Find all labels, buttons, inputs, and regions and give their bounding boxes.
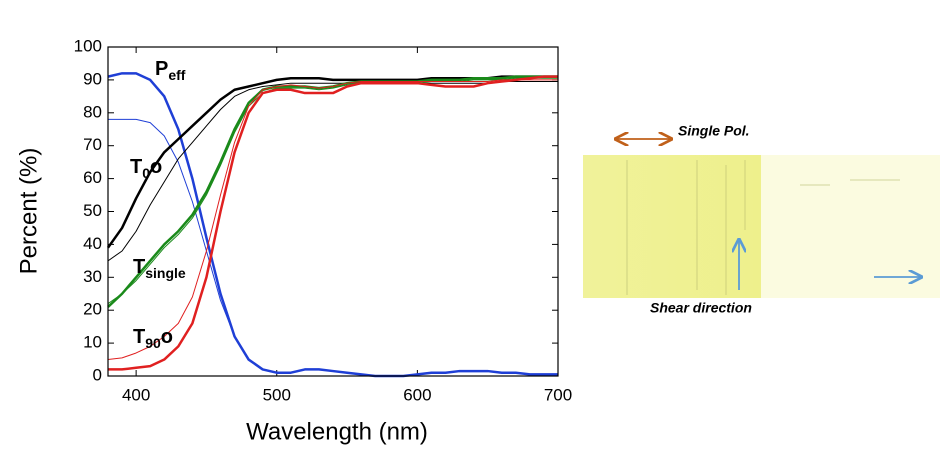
annotation-sub: 90 xyxy=(145,335,161,351)
y-tick-label: 40 xyxy=(83,234,102,253)
x-tick-label: 400 xyxy=(122,385,150,404)
annotation-text: T xyxy=(133,256,145,278)
series-line xyxy=(106,75,558,249)
series-annotation: Tsingle xyxy=(133,256,186,280)
series-line xyxy=(107,72,558,378)
series-annotation: T90o xyxy=(133,326,173,350)
series-line xyxy=(108,75,558,371)
annotation-text: P xyxy=(155,58,168,80)
x-tick-label: 700 xyxy=(544,385,572,404)
y-tick-label: 100 xyxy=(74,36,102,55)
y-tick-label: 80 xyxy=(83,102,102,121)
series-line xyxy=(107,77,558,305)
series-line xyxy=(108,118,558,377)
y-tick-label: 10 xyxy=(83,333,102,352)
annotation-suffix: o xyxy=(161,326,173,348)
y-tick-label: 30 xyxy=(83,267,102,286)
y-tick-label: 50 xyxy=(83,201,102,220)
annotation-text: T xyxy=(130,156,142,178)
y-tick-label: 70 xyxy=(83,135,102,154)
annotation-sub: single xyxy=(145,265,186,281)
plot-frame xyxy=(107,46,559,377)
y-tick-label: 0 xyxy=(93,365,102,384)
series-line xyxy=(107,79,558,361)
photo-texture xyxy=(626,160,900,295)
y-tick-label: 90 xyxy=(83,69,102,88)
x-tick-label: 600 xyxy=(403,385,431,404)
x-tick-label: 500 xyxy=(263,385,291,404)
polarizer-label: Single Pol. xyxy=(678,123,750,139)
x-axis-label: Wavelength (nm) xyxy=(246,418,428,445)
series-annotation: Peff xyxy=(155,58,186,82)
y-tick-label: 60 xyxy=(83,168,102,187)
photo-polarized xyxy=(583,155,761,298)
series-annotation: T0o xyxy=(130,156,162,180)
plot: Wavelength (nm) Percent (%) 0 10 20 30 40 50 6… xyxy=(15,36,572,445)
image-panel: Single Pol. Shear direction xyxy=(583,123,940,316)
shear-label: Shear direction xyxy=(650,300,752,316)
annotation-text: T xyxy=(133,326,145,348)
y-axis-label: Percent (%) xyxy=(15,148,42,275)
annotation-sub: eff xyxy=(168,67,185,83)
annotation-sub: 0 xyxy=(142,165,150,181)
y-tick-label: 20 xyxy=(83,300,102,319)
annotation-suffix: o xyxy=(150,156,162,178)
